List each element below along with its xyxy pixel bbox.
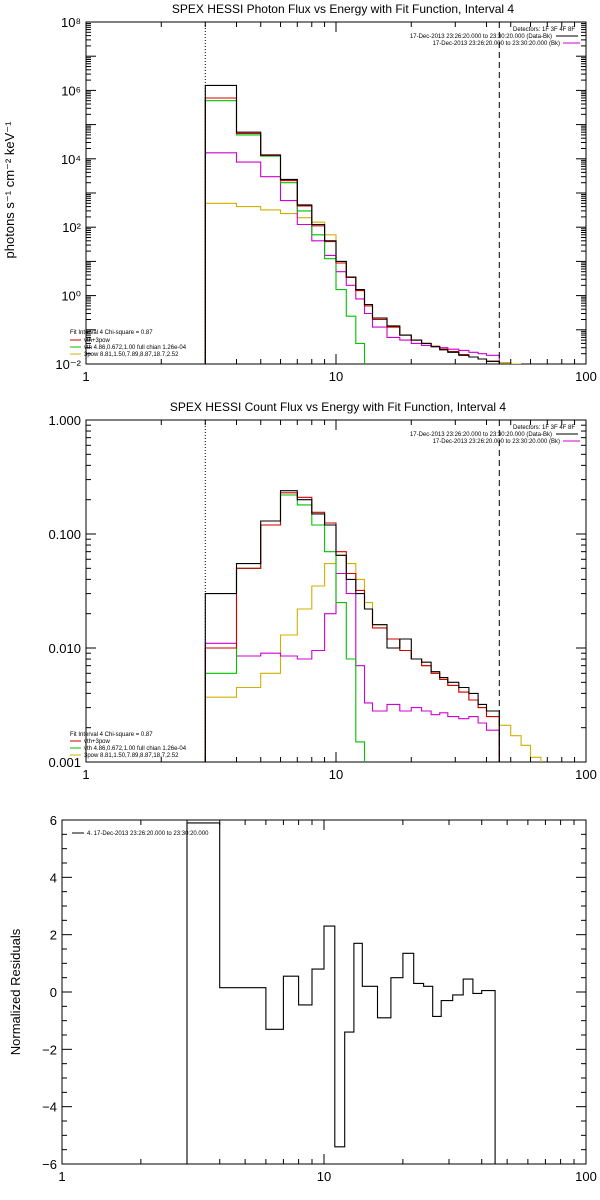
- photon-y-tick-label: 10⁶: [61, 83, 81, 98]
- photon-legend-databk: 17-Dec-2013 23:26:20.000 to 23:30:20.000…: [410, 34, 552, 40]
- count-flux-panel: SPEX HESSI Count Flux vs Energy with Fit…: [48, 400, 596, 782]
- photon-legend-3pow: 3pow 8.81,1.50,7.89,8.87,18.7,2.52: [84, 352, 179, 358]
- photon-series-bk-line: [204, 152, 500, 364]
- count-series-3pow-tail: [498, 716, 542, 762]
- photon-y-tick-label: 10⁸: [61, 15, 81, 30]
- count-series-data-bk-line: [204, 490, 500, 762]
- residuals-legend-label: 4. 17-Dec-2013 23:26:20.000 to 23:30:20.…: [87, 831, 209, 837]
- count-y-tick-label: 0.100: [48, 527, 81, 542]
- count-legend-vth: vth 4.86,0.672,1.00 full chian 1.26e-04: [84, 746, 187, 752]
- photon-x-tick-label: 100: [575, 369, 597, 384]
- photon-x-tick-label: 1: [82, 369, 89, 384]
- count-y-tick-label: 1.000: [48, 413, 81, 428]
- count-legend-detectors: Detectors: 1F 3F 4F 8F: [513, 425, 575, 431]
- residuals-panel: Normalized Residuals 1 10 100 6 4 2 0 −2 −4 −6 4.…: [8, 813, 597, 1184]
- residuals-ylabel: Normalized Residuals: [8, 928, 23, 1055]
- count-series: [204, 490, 542, 762]
- count-legend-bk: 17-Dec-2013 23:26:20.000 to 23:30:20.000…: [433, 439, 560, 445]
- residuals-series: [186, 822, 496, 1164]
- photon-series-vth-line: [204, 100, 366, 364]
- photon-legend-bottom: Fit Interval 4 Chi-square = 0.87 vth+3po…: [70, 330, 187, 358]
- photon-legend-vth3pow: vth+3pow: [84, 338, 111, 344]
- count-x-tick-label: 10: [329, 767, 343, 782]
- photon-y-tick-label: 10⁻²: [55, 357, 81, 372]
- photon-series-data-bk-line: [204, 84, 500, 364]
- count-series-vth-3pow-line: [204, 492, 500, 762]
- photon-legend-fit: Fit Interval 4 Chi-square = 0.87: [70, 330, 153, 336]
- residuals-axes: 1 10 100 6 4 2 0 −2 −4 −6: [42, 813, 597, 1184]
- photon-y-tick-label: 10²: [62, 220, 81, 235]
- residuals-y-tick-label: 6: [50, 813, 57, 828]
- photon-x-tick-label: 10: [329, 369, 343, 384]
- residuals-plot-frame: [61, 819, 587, 1165]
- photon-legend-top: Detectors: 1F 3F 4F 8F 17-Dec-2013 23:26…: [410, 27, 580, 47]
- count-legend-vth3pow: vth+3pow: [84, 739, 111, 745]
- residuals-x-tick-label: 10: [317, 1169, 331, 1184]
- residuals-y-tick-label: −4: [42, 1100, 57, 1115]
- count-range-markers: [204, 420, 500, 762]
- count-legend-fit: Fit Interval 4 Chi-square = 0.87: [70, 732, 153, 738]
- count-legend-top: Detectors: 1F 3F 4F 8F 17-Dec-2013 23:26…: [410, 425, 580, 445]
- photon-legend-vth: vth 4.86,0.672,1.00 full chian 1.26e-04: [84, 345, 187, 351]
- photon-plot-frame: [85, 21, 587, 365]
- count-legend-databk: 17-Dec-2013 23:26:20.000 to 23:30:20.000…: [410, 432, 552, 438]
- residuals-y-tick-label: 0: [50, 985, 57, 1000]
- residuals-x-tick-label: 1: [58, 1169, 65, 1184]
- residuals-y-tick-label: −6: [42, 1157, 57, 1172]
- photon-legend-detectors: Detectors: 1F 3F 4F 8F: [513, 27, 575, 33]
- photon-title: SPEX HESSI Photon Flux vs Energy with Fi…: [172, 2, 514, 16]
- photon-y-tick-label: 10⁴: [61, 152, 81, 167]
- photon-ylabel: photons s⁻¹ cm⁻² keV⁻¹: [2, 121, 17, 259]
- photon-series-3pow-line: [204, 202, 500, 364]
- count-y-tick-label: 0.010: [48, 641, 81, 656]
- count-axes: 1 10 100 0.001 0.010 0.100 1.000: [48, 413, 596, 782]
- count-y-tick-label: 0.001: [48, 755, 81, 770]
- count-series-bk-line: [204, 572, 500, 762]
- count-series-vth-line: [204, 494, 366, 762]
- residuals-legend: 4. 17-Dec-2013 23:26:20.000 to 23:30:20.…: [72, 831, 209, 837]
- residuals-y-tick-label: 2: [50, 928, 57, 943]
- photon-series-vth-3pow-line: [204, 97, 500, 364]
- residuals-x-tick-label: 100: [575, 1169, 597, 1184]
- count-title: SPEX HESSI Count Flux vs Energy with Fit…: [170, 400, 506, 414]
- residuals-y-tick-label: 4: [50, 870, 57, 885]
- photon-flux-panel: SPEX HESSI Photon Flux vs Energy with Fi…: [2, 2, 597, 384]
- residuals-series-line: [186, 822, 496, 1164]
- count-x-tick-label: 100: [575, 767, 597, 782]
- photon-axes: 1 10 100 10⁻² 10⁰ 10² 10⁴ 10⁶ 10⁸: [55, 15, 597, 384]
- photon-range-markers: [204, 22, 500, 364]
- count-legend-3pow: 3pow 8.81,1.50,7.89,8.87,18.7,2.52: [84, 753, 179, 759]
- count-legend-bottom: Fit Interval 4 Chi-square = 0.87 vth+3po…: [70, 732, 187, 759]
- photon-y-tick-label: 10⁰: [61, 289, 81, 304]
- photon-legend-bk: 17-Dec-2013 23:26:20.000 to 23:30:20.000…: [433, 41, 560, 47]
- photon-series: [204, 84, 522, 364]
- residuals-y-tick-label: −2: [42, 1042, 57, 1057]
- count-x-tick-label: 1: [82, 767, 89, 782]
